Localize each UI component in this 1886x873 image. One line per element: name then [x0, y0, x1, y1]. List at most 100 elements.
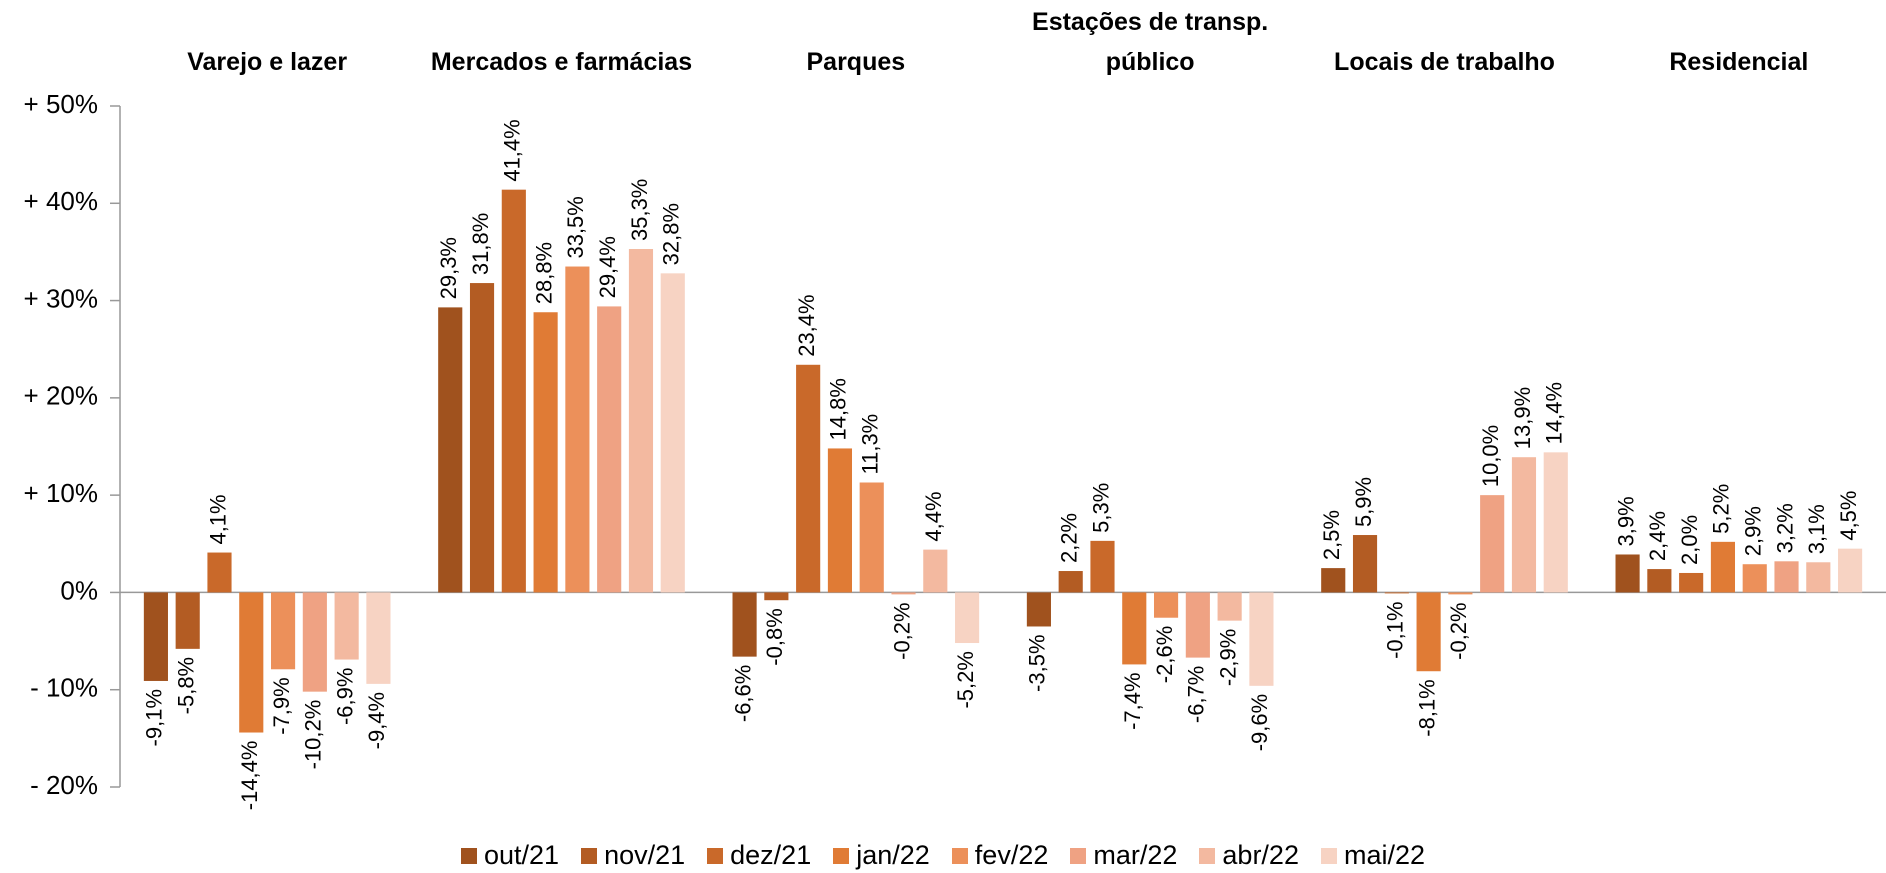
- legend-label: out/21: [483, 840, 560, 870]
- value-label: -2,9%: [1215, 629, 1240, 686]
- legend-swatch: [581, 847, 598, 864]
- y-tick-label: + 30%: [24, 283, 98, 313]
- value-label: 4,1%: [205, 494, 230, 544]
- bar: [1217, 592, 1242, 621]
- bar: [764, 592, 789, 601]
- value-label: 5,9%: [1351, 477, 1376, 527]
- value-label: 2,4%: [1645, 511, 1670, 561]
- bar: [239, 592, 264, 733]
- bar: [175, 592, 200, 649]
- value-label: 2,2%: [1057, 513, 1082, 563]
- bar: [1679, 572, 1704, 593]
- y-tick-label: - 10%: [30, 673, 98, 703]
- bar: [469, 283, 495, 593]
- legend-swatch: [1199, 847, 1216, 864]
- bar: [827, 448, 853, 593]
- value-label: 28,8%: [531, 242, 556, 304]
- value-label: 2,5%: [1319, 510, 1344, 560]
- value-label: -2,6%: [1152, 626, 1177, 683]
- value-label: -0,8%: [762, 608, 787, 665]
- bar: [1352, 535, 1378, 593]
- category-label: Varejo e lazer: [187, 48, 348, 76]
- bar: [334, 592, 359, 660]
- value-label: 41,4%: [500, 119, 525, 181]
- bar: [1615, 554, 1640, 593]
- category-label: Parques: [806, 48, 906, 76]
- bar: [628, 249, 654, 593]
- bar: [796, 364, 821, 593]
- bar: [1774, 561, 1799, 593]
- bar: [732, 592, 757, 657]
- bar: [597, 306, 622, 593]
- bar: [923, 549, 948, 593]
- category-label: Estações de transp. público: [1032, 8, 1269, 76]
- legend-item: mar/22: [1070, 840, 1177, 871]
- value-label: -6,9%: [332, 668, 357, 725]
- legend: out/21 nov/21 dez/21 jan/22 fev/22 mar/22 abr/…: [0, 840, 1886, 871]
- value-label: 14,4%: [1542, 382, 1567, 444]
- legend-swatch: [460, 847, 477, 864]
- bar: [1249, 592, 1274, 686]
- bar: [438, 307, 463, 593]
- value-label: -5,8%: [174, 657, 199, 714]
- legend-swatch: [833, 847, 850, 864]
- bar: [1710, 541, 1736, 593]
- value-label: 2,9%: [1741, 506, 1766, 556]
- bar: [1321, 568, 1346, 593]
- value-label: -3,5%: [1025, 634, 1050, 691]
- legend-item: dez/21: [707, 840, 811, 871]
- bar: [1153, 592, 1179, 618]
- legend-swatch: [1070, 847, 1087, 864]
- value-label: 11,3%: [858, 414, 883, 475]
- bar: [270, 592, 296, 670]
- value-label: 10,0%: [1478, 425, 1503, 487]
- value-label: 31,8%: [468, 213, 493, 275]
- bar: [501, 189, 526, 593]
- bar: [660, 273, 685, 593]
- legend-item: jan/22: [833, 840, 930, 871]
- value-label: 4,5%: [1836, 490, 1861, 540]
- legend-item: out/21: [460, 840, 560, 871]
- value-label: -0,1%: [1383, 601, 1408, 658]
- bar: [1416, 592, 1441, 672]
- value-label: 3,2%: [1772, 503, 1797, 553]
- y-tick-label: + 50%: [24, 89, 98, 119]
- value-label: -6,6%: [730, 665, 755, 722]
- bar: [1806, 562, 1831, 593]
- bar: [565, 266, 590, 593]
- value-label: -10,2%: [301, 700, 326, 770]
- bar: [1058, 571, 1083, 593]
- bar: [1384, 592, 1409, 594]
- value-label: 5,3%: [1088, 483, 1113, 533]
- value-label: 3,1%: [1804, 504, 1829, 554]
- value-label: -9,4%: [364, 692, 389, 749]
- value-label: -8,1%: [1414, 679, 1439, 736]
- legend-item: abr/22: [1199, 840, 1299, 871]
- bar: [302, 592, 327, 692]
- bar: [1647, 569, 1672, 593]
- value-label: -7,9%: [269, 677, 294, 734]
- value-label: 3,9%: [1613, 496, 1638, 546]
- bar: [1090, 540, 1115, 593]
- legend-label: jan/22: [856, 840, 930, 870]
- value-label: 23,4%: [794, 294, 819, 356]
- legend-label: mar/22: [1093, 840, 1178, 870]
- bar: [143, 592, 168, 681]
- y-tick-label: 0%: [60, 575, 98, 605]
- legend-swatch: [951, 847, 968, 864]
- bar: [1480, 495, 1505, 593]
- bar: [1742, 564, 1767, 593]
- bar: [1448, 592, 1473, 595]
- bar: [1838, 548, 1863, 593]
- legend-item: fev/22: [951, 840, 1049, 871]
- bar: [1185, 592, 1210, 658]
- legend-label: fev/22: [974, 840, 1049, 870]
- bar: [1026, 592, 1051, 627]
- legend-swatch: [1320, 847, 1337, 864]
- category-label: Locais de trabalho: [1334, 48, 1555, 76]
- value-label: 4,4%: [921, 491, 946, 541]
- y-tick-label: + 40%: [24, 186, 98, 216]
- value-label: 33,5%: [563, 196, 588, 258]
